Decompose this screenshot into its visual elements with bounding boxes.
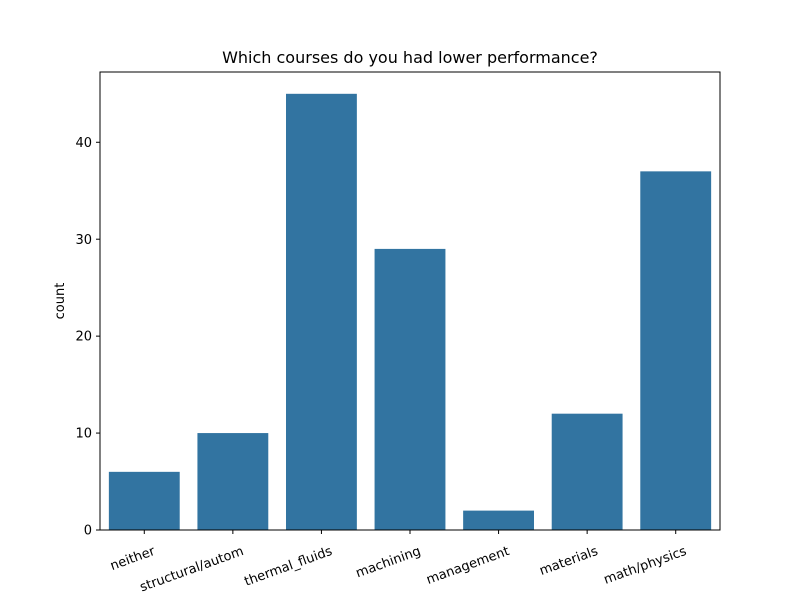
x-tick-label: management (425, 544, 512, 588)
bar-management (463, 510, 534, 530)
bar-thermal-fluids (286, 93, 357, 531)
y-tick-label: 10 (75, 427, 92, 442)
y-tick-label: 0 (84, 524, 92, 539)
bar-math-physics (640, 171, 712, 530)
bars-group (108, 93, 712, 531)
bar-neither (108, 471, 180, 530)
y-tick-label: 20 (75, 330, 92, 345)
bar-materials (551, 413, 623, 530)
plot-frame (99, 71, 721, 531)
y-axis-label: count (53, 283, 68, 320)
y-tick-label: 40 (75, 136, 92, 151)
y-axis: 0 10 20 30 40 (75, 136, 100, 539)
chart-title: Which courses do you had lower performan… (222, 48, 598, 67)
y-tick-label: 30 (75, 233, 92, 248)
x-tick-label: thermal_fluids (243, 544, 335, 590)
x-tick-label: machining (354, 544, 423, 581)
x-tick-label: materials (538, 544, 601, 579)
x-tick-label: math/physics (602, 544, 689, 588)
bar-machining (374, 248, 446, 530)
x-tick-label: neither (108, 544, 157, 574)
bar-structural-autom (197, 433, 269, 530)
